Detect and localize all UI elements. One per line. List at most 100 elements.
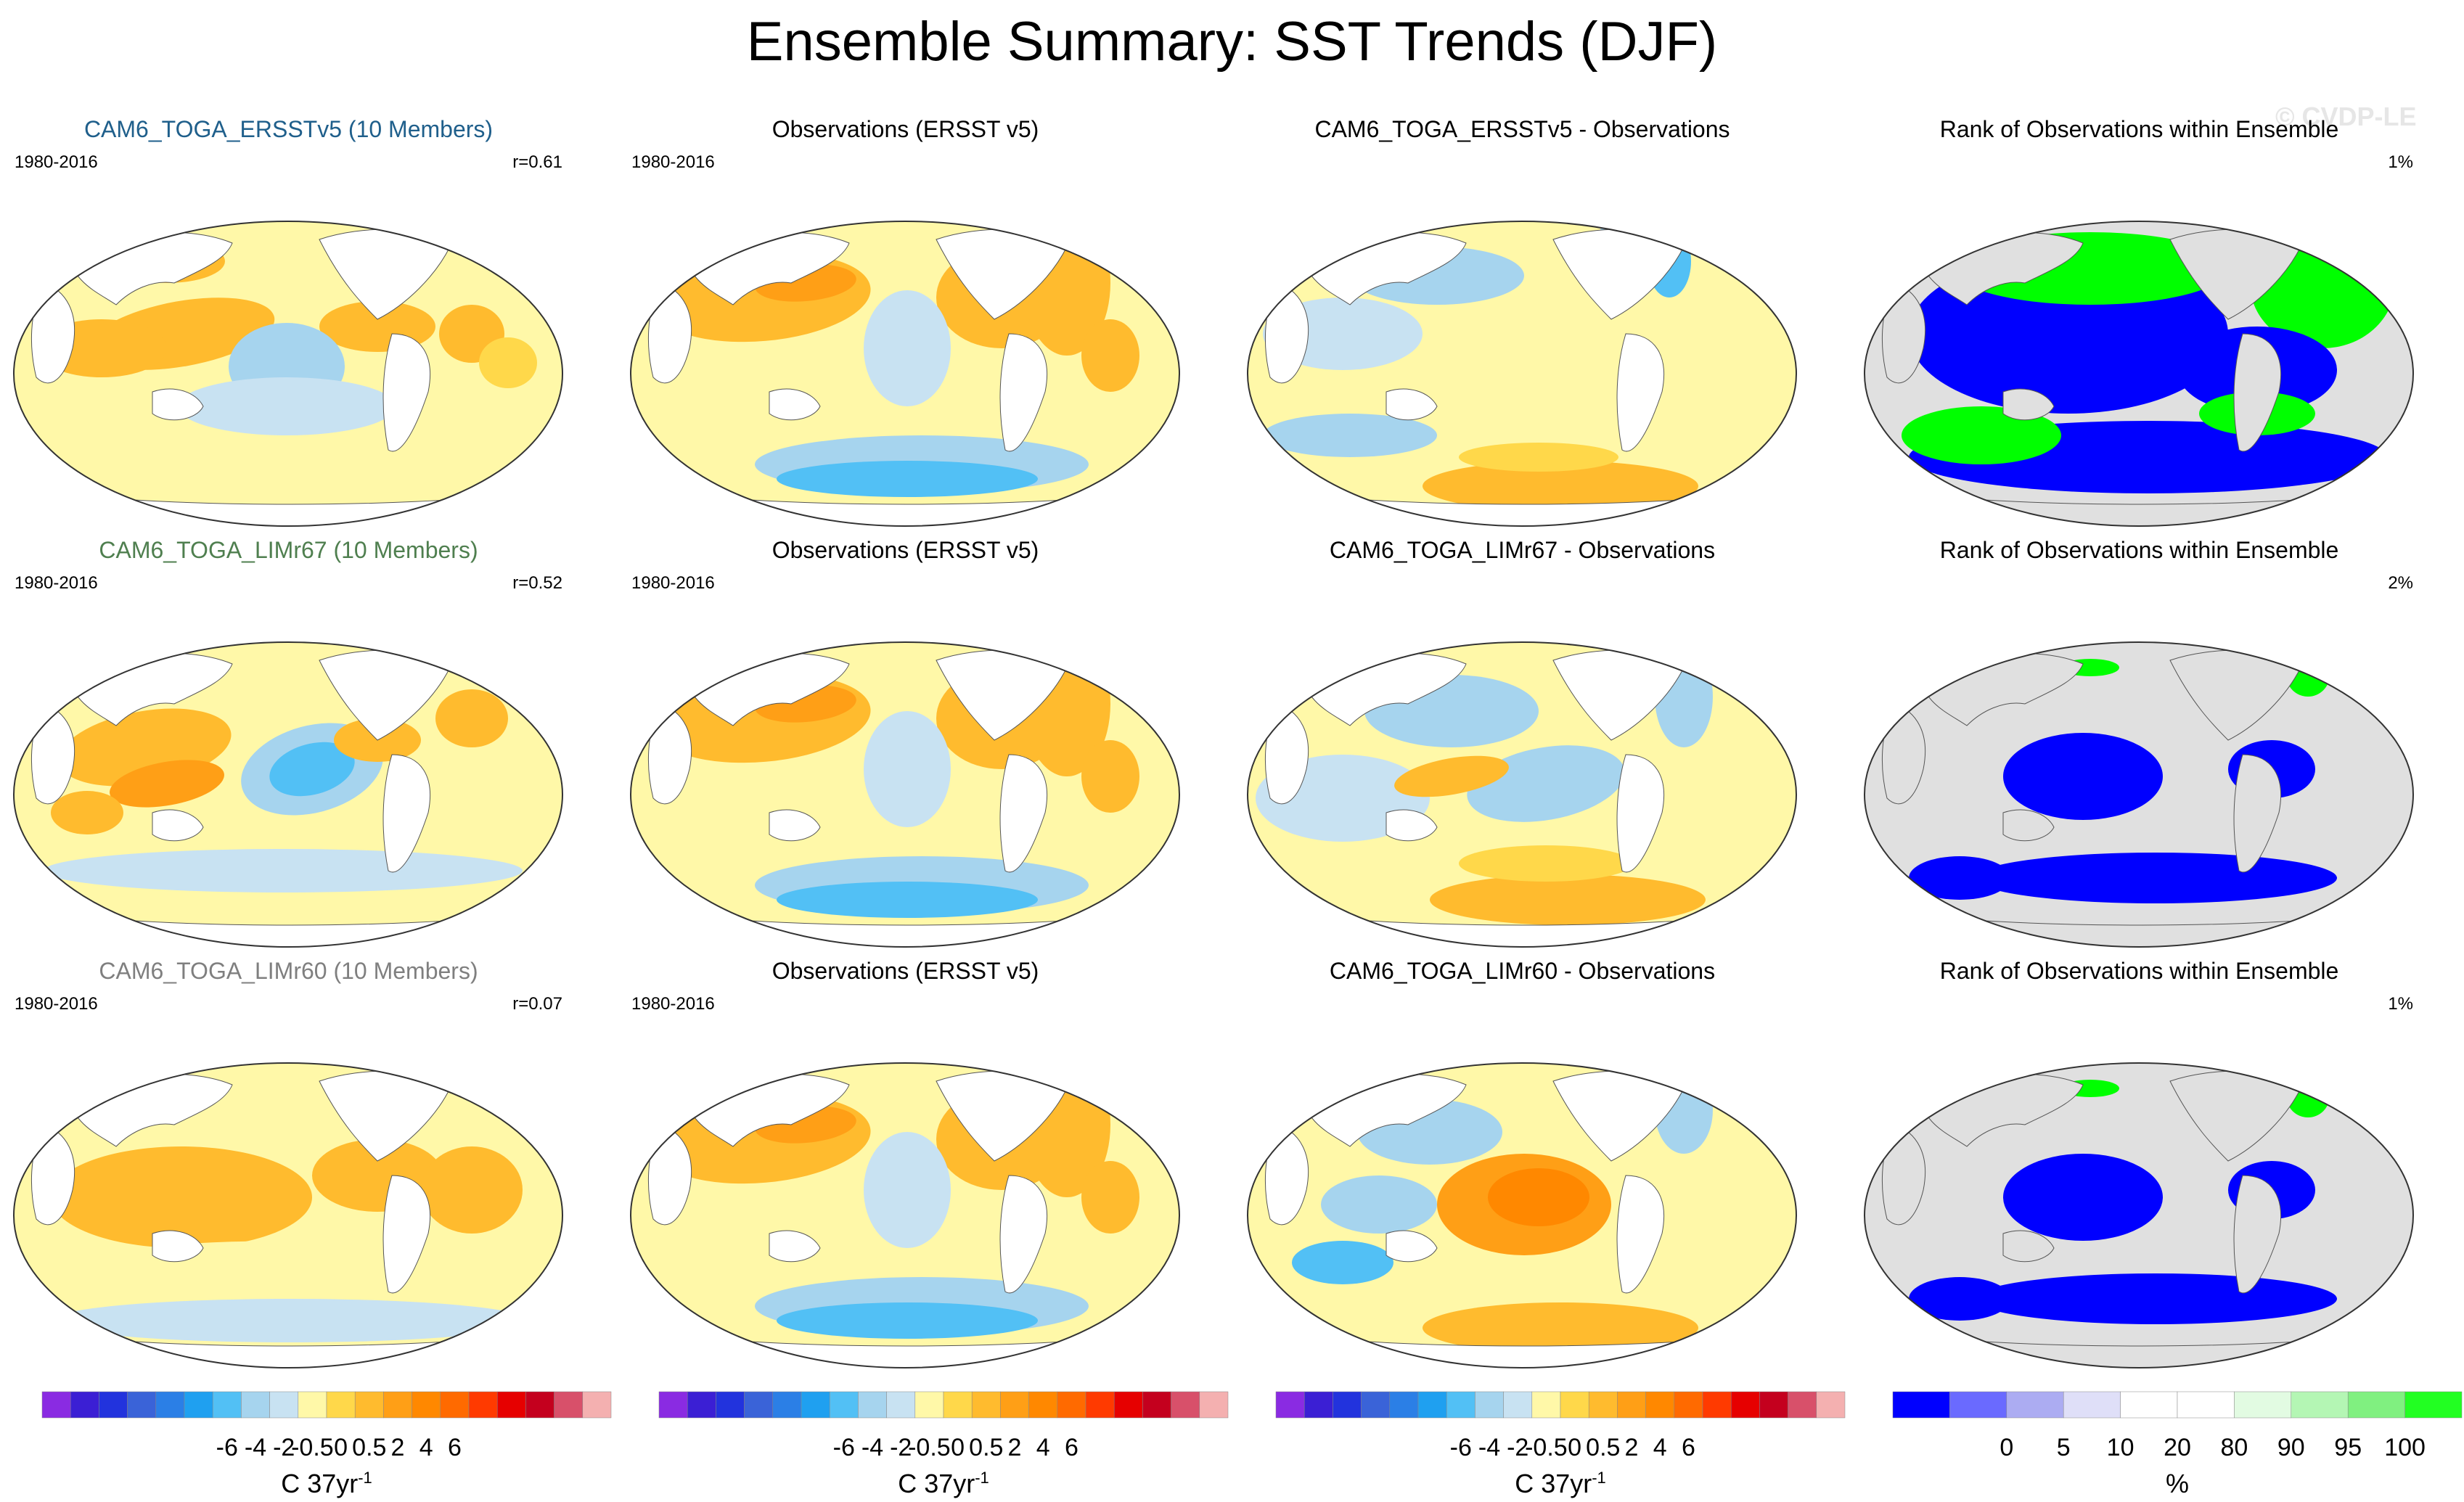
- landmass: [999, 1175, 1048, 1294]
- field-region: [1081, 740, 1139, 813]
- map-row1-diff: [1247, 221, 1797, 527]
- field-region: [269, 742, 355, 797]
- landmass: [30, 1124, 75, 1226]
- map-row3-model: [13, 1062, 563, 1368]
- period-label: 1980-2016: [15, 573, 98, 593]
- landmass: [30, 282, 75, 384]
- colorbar-tick-label: 100: [2384, 1434, 2426, 1461]
- colorbar-swatch: [1503, 1391, 1533, 1419]
- landmass: [1386, 809, 1438, 842]
- rank-percent: 1%: [2388, 994, 2413, 1014]
- landmass: [2002, 1230, 2055, 1263]
- landmass: [152, 1230, 204, 1263]
- colorbar-tick-label: 0: [334, 1434, 348, 1461]
- map-row2-obs: [630, 641, 1180, 948]
- map-row1-obs: [630, 221, 1180, 527]
- colorbar-swatch: [858, 1391, 887, 1419]
- panel-row3-model: CAM6_TOGA_LIMr60 (10 Members) 1980-2016 …: [0, 958, 577, 1393]
- field-region: [1430, 874, 1706, 925]
- colorbar-tick-label: 5: [2057, 1434, 2071, 1461]
- pattern-correlation: r=0.07: [512, 994, 562, 1014]
- landmass: [1386, 1230, 1438, 1263]
- colorbar-sst-1: -6 -4 -2 -0.5 0 0.5 2 4 6 C 37yr-1: [36, 1386, 617, 1502]
- colorbar-swatch: [1000, 1391, 1029, 1419]
- field-region: [1423, 461, 1698, 512]
- period-label: 1980-2016: [631, 573, 715, 593]
- panel-row1-obs: Observations (ERSST v5) 1980-2016: [617, 116, 1194, 551]
- map-row3-obs: [630, 1062, 1180, 1368]
- field-region: [1263, 414, 1437, 457]
- colorbar-units: C 37yr-1: [281, 1469, 372, 1498]
- colorbar-tick-label: -4: [861, 1434, 883, 1461]
- field-region: [777, 461, 1038, 497]
- ocean-field: [1248, 221, 1796, 526]
- watermark: © CVDP-LE: [2275, 102, 2417, 131]
- panel-row2-obs: Observations (ERSST v5) 1980-2016: [617, 537, 1194, 972]
- colorbar-swatch: [1361, 1391, 1391, 1419]
- colorbar-swatch: [184, 1391, 213, 1419]
- colorbar-swatch: [1702, 1391, 1732, 1419]
- figure-title: Ensemble Summary: SST Trends (DJF): [746, 11, 1718, 73]
- field-region: [1081, 1161, 1139, 1234]
- colorbar-swatch: [1531, 1391, 1561, 1419]
- colorbar-swatch: [1028, 1391, 1058, 1419]
- colorbar-swatch: [2120, 1391, 2178, 1419]
- panel-row2-rank: Rank of Observations within Ensemble 2%: [1851, 537, 2428, 972]
- landmass: [1616, 333, 1665, 452]
- colorbar-tick-label: 0: [2000, 1434, 2013, 1461]
- landmass: [769, 1230, 821, 1263]
- colorbar-swatch: [383, 1391, 412, 1419]
- landmass: [769, 809, 821, 842]
- landmass: [152, 809, 204, 842]
- panel-title: CAM6_TOGA_LIMr60 (10 Members): [99, 958, 478, 984]
- period-label: 1980-2016: [631, 152, 715, 172]
- colorbar-tick-label: 90: [2277, 1434, 2305, 1461]
- map-border: [630, 641, 1180, 948]
- colorbar-tick-label: 95: [2334, 1434, 2362, 1461]
- map-row1-rank: [1864, 221, 2414, 527]
- colorbar-swatch: [1199, 1391, 1229, 1419]
- panel-row2-model: CAM6_TOGA_LIMr67 (10 Members) 1980-2016 …: [0, 537, 577, 972]
- colorbar-swatch: [886, 1391, 916, 1419]
- field-region: [44, 849, 523, 892]
- colorbar-swatch: [914, 1391, 944, 1419]
- period-label: 1980-2016: [15, 994, 98, 1014]
- colorbar-swatch: [1949, 1391, 2007, 1419]
- colorbar-swatch: [99, 1391, 128, 1419]
- ocean-field: [1865, 1063, 2413, 1368]
- colorbar-tick-label: -2: [1507, 1434, 1528, 1461]
- colorbar-swatch: [1475, 1391, 1504, 1419]
- colorbar-tick-label: 4: [419, 1434, 433, 1461]
- map-border: [1864, 641, 2414, 948]
- map-row2-model: [13, 641, 563, 948]
- colorbar-swatch: [687, 1391, 716, 1419]
- pattern-correlation: r=0.61: [512, 152, 562, 172]
- field-region: [51, 1146, 312, 1248]
- landmass: [152, 388, 204, 421]
- colorbar-swatch: [716, 1391, 745, 1419]
- landmass: [1881, 703, 1926, 805]
- field-region: [1909, 856, 2010, 900]
- colorbar-sst-swatches: -6 -4 -2-0.5 0 0.5 2 4 6: [41, 1391, 612, 1461]
- colorbar-swatch: [1730, 1391, 1760, 1419]
- colorbar-swatch: [554, 1391, 584, 1419]
- field-region: [87, 1241, 494, 1284]
- colorbar-tick-label: 6: [1682, 1434, 1695, 1461]
- field-region: [1292, 1241, 1393, 1284]
- rank-percent: 1%: [2388, 152, 2413, 172]
- landmass: [1386, 388, 1438, 421]
- map-border: [1247, 221, 1797, 527]
- colorbar-swatch: [1446, 1391, 1475, 1419]
- ocean-field: [631, 642, 1179, 947]
- landmass: [1264, 703, 1309, 805]
- panel-row3-rank: Rank of Observations within Ensemble 1%: [1851, 958, 2428, 1393]
- colorbar-swatch: [1816, 1391, 1846, 1419]
- colorbar-sst-swatches: -6 -4 -2-0.5 0 0.5 2 4 6: [658, 1391, 1229, 1461]
- colorbar-tick-label: 0.5: [352, 1434, 386, 1461]
- field-region: [864, 711, 951, 827]
- ocean-field: [1865, 221, 2413, 526]
- colorbar-tick-label: -6: [1450, 1434, 1472, 1461]
- ocean-field: [1865, 642, 2413, 947]
- panel-row1-diff: CAM6_TOGA_ERSSTv5 - Observations: [1234, 116, 1811, 551]
- colorbar-swatch: [829, 1391, 859, 1419]
